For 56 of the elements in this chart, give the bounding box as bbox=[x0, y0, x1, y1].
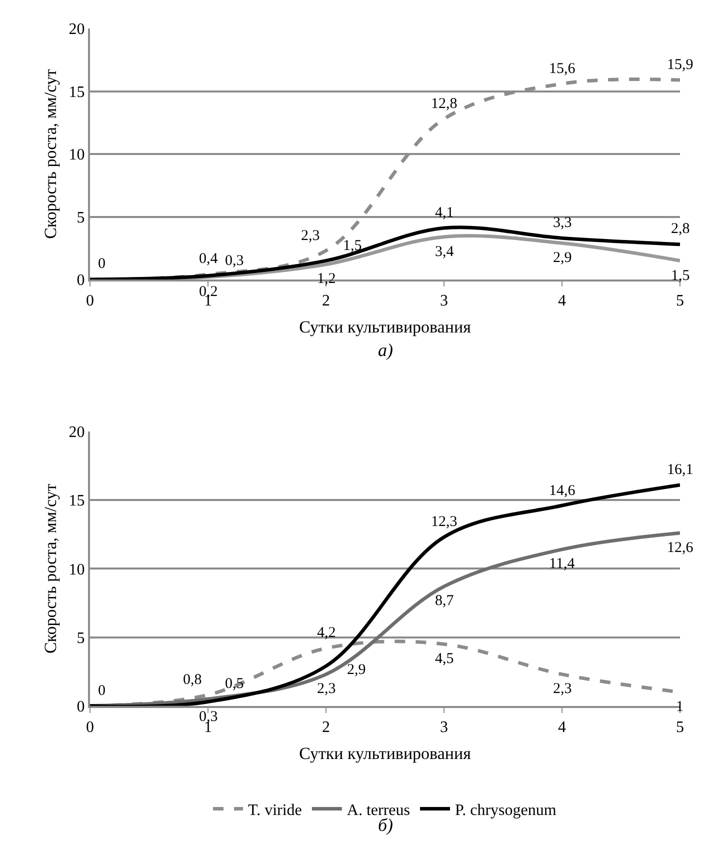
data-label: 0,8 bbox=[183, 672, 202, 688]
data-label: 2,9 bbox=[553, 250, 572, 266]
x-tick-label: 3 bbox=[440, 719, 448, 736]
data-label: 4,2 bbox=[317, 625, 336, 641]
y-axis-title: Скорость роста, мм/сут bbox=[40, 483, 60, 654]
x-tick-label: 2 bbox=[322, 719, 330, 736]
y-tick-label: 15 bbox=[68, 492, 85, 510]
data-label: 1,2 bbox=[317, 271, 336, 287]
data-label: 1,5 bbox=[671, 268, 690, 284]
data-label: 11,4 bbox=[549, 556, 576, 572]
data-label: 8,7 bbox=[435, 593, 454, 609]
data-label: 0 bbox=[98, 683, 106, 699]
y-axis-title: Скорость роста, мм/сут bbox=[40, 68, 60, 239]
data-label: 2,3 bbox=[553, 681, 572, 697]
data-label: 16,1 bbox=[667, 462, 694, 478]
x-tick-label: 5 bbox=[676, 719, 684, 736]
data-label: 2,3 bbox=[317, 681, 336, 697]
y-tick-label: 20 bbox=[68, 21, 85, 38]
data-label: 12,6 bbox=[667, 540, 694, 556]
x-tick-label: 4 bbox=[558, 292, 566, 310]
data-label: 2,8 bbox=[671, 221, 690, 237]
data-label: 12,8 bbox=[431, 96, 458, 112]
x-tick-label: 4 bbox=[558, 719, 566, 736]
x-tick-label: 2 bbox=[322, 292, 330, 310]
data-label: 12,3 bbox=[431, 514, 458, 530]
data-label: 0,5 bbox=[225, 676, 244, 692]
data-label: 2,9 bbox=[347, 662, 366, 678]
y-tick-label: 10 bbox=[68, 146, 85, 164]
y-tick-label: 5 bbox=[76, 209, 85, 226]
data-label: 2,3 bbox=[301, 228, 320, 244]
legend-label: P. chrysogenum bbox=[455, 802, 557, 819]
x-tick-label: 5 bbox=[676, 292, 684, 310]
x-tick-label: 3 bbox=[440, 292, 448, 310]
data-label: 4,5 bbox=[435, 651, 454, 667]
data-label: 4,1 bbox=[435, 205, 454, 221]
y-tick-label: 15 bbox=[68, 84, 85, 101]
data-label: 0,3 bbox=[199, 709, 218, 725]
data-label: 0,4 bbox=[199, 251, 218, 267]
data-label: 3,3 bbox=[553, 215, 572, 231]
data-label: 3,4 bbox=[435, 244, 454, 260]
x-axis-title: Сутки культивирования bbox=[299, 744, 472, 763]
data-label: 15,6 bbox=[549, 61, 576, 77]
legend-label: T. viride bbox=[248, 802, 302, 819]
y-tick-label: 10 bbox=[68, 561, 85, 578]
data-label: 15,9 bbox=[667, 57, 694, 73]
y-tick-label: 20 bbox=[68, 424, 85, 442]
data-label: 1,5 bbox=[343, 238, 362, 254]
data-label: 1 bbox=[676, 699, 684, 715]
x-axis-title: Сутки культивирования bbox=[299, 318, 472, 337]
data-label: 0,3 bbox=[225, 253, 244, 269]
text: а) bbox=[378, 340, 393, 360]
data-label: 0 bbox=[98, 256, 106, 272]
y-tick-label: 5 bbox=[76, 630, 85, 647]
data-label: 14,6 bbox=[549, 483, 576, 499]
y-tick-label: 0 bbox=[76, 272, 85, 290]
y-tick-label: 0 bbox=[76, 698, 85, 716]
